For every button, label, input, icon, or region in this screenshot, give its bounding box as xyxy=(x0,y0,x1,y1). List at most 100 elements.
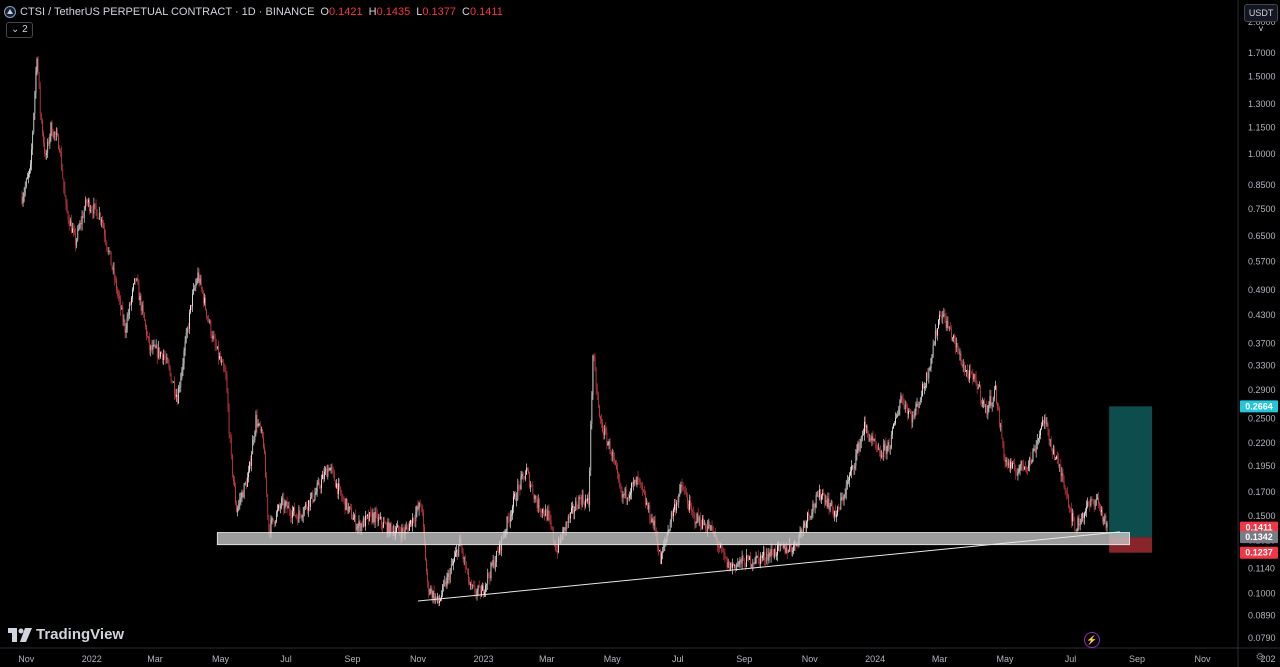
candle-body xyxy=(130,303,131,305)
position-layer xyxy=(1109,406,1153,553)
currency-select[interactable]: USDT ˅ xyxy=(1244,4,1278,34)
candle-body xyxy=(123,320,125,322)
candle-body xyxy=(433,591,435,601)
time-axis[interactable]: Nov 2022 Mar May Jul Sep Nov 2023 Mar May Jul Sep No… xyxy=(18,654,1275,664)
candle-body xyxy=(913,415,915,418)
ascending-trendline xyxy=(417,531,1120,602)
candle-body xyxy=(457,550,459,557)
candle-body xyxy=(1020,460,1022,466)
candle-body xyxy=(826,500,828,507)
candle-body xyxy=(222,361,224,363)
candle-body xyxy=(295,515,296,517)
candle-body xyxy=(1086,506,1087,512)
candle-body xyxy=(341,493,343,499)
candle-body xyxy=(467,569,468,570)
candle-body xyxy=(623,494,625,496)
low-value: 0.1377 xyxy=(422,6,457,18)
candle-body xyxy=(270,519,272,534)
candle-body xyxy=(614,458,615,461)
candle-body xyxy=(635,479,637,485)
candle-body xyxy=(347,506,349,512)
candle-body xyxy=(659,550,660,552)
price-tick-label: 0.1700 xyxy=(1248,487,1276,497)
candle-body xyxy=(1013,462,1014,464)
candle-body xyxy=(77,228,79,240)
candle-body xyxy=(997,403,998,409)
candle-body xyxy=(483,585,484,595)
candle-body xyxy=(163,354,164,361)
candle-body xyxy=(567,516,569,524)
candle-body xyxy=(949,327,951,329)
candle-body xyxy=(685,492,687,497)
candle-body xyxy=(534,495,536,499)
candle-body xyxy=(381,517,382,525)
candle-body xyxy=(169,367,171,374)
candle-body xyxy=(915,404,917,412)
candle-body xyxy=(741,556,743,564)
candle-body xyxy=(75,232,76,246)
candle-body xyxy=(515,493,517,501)
candle-body xyxy=(722,547,724,553)
candle-body xyxy=(390,523,392,528)
candle-body xyxy=(843,495,845,501)
candle-body xyxy=(723,552,725,554)
candle-body xyxy=(763,551,764,556)
candle-body xyxy=(32,132,34,150)
candle-body xyxy=(800,530,802,532)
lightning-icon[interactable]: ⚡ xyxy=(1084,632,1100,648)
candle-body xyxy=(836,514,837,517)
time-tick-label: Nov xyxy=(802,654,819,664)
candle-body xyxy=(417,506,419,510)
candle-body xyxy=(456,550,457,553)
candle-body xyxy=(616,464,617,469)
candle-body xyxy=(92,210,94,214)
candle-body xyxy=(1074,520,1076,530)
open-value: 0.1421 xyxy=(328,6,363,18)
candle-body xyxy=(526,468,527,475)
candle-body xyxy=(971,371,973,375)
candle-body xyxy=(1075,529,1077,532)
candle-body xyxy=(343,498,345,500)
candle-body xyxy=(180,378,182,387)
candle-body xyxy=(927,372,929,379)
candle-body xyxy=(64,187,66,197)
candle-body xyxy=(369,512,371,521)
candle-body xyxy=(40,113,42,121)
candle-body xyxy=(806,521,807,528)
candle-body xyxy=(122,307,124,321)
chevron-down-icon: ˅ xyxy=(1258,24,1264,34)
candle-body xyxy=(342,498,344,499)
candle-body xyxy=(1100,505,1101,512)
candle-body xyxy=(445,581,447,587)
candle-body xyxy=(989,396,991,406)
indicators-toggle-button[interactable]: ⌄ 2 xyxy=(6,22,33,38)
candle-body xyxy=(808,512,809,516)
candle-body xyxy=(696,513,698,523)
candle-body xyxy=(545,509,547,517)
candle-body xyxy=(143,312,145,321)
candle-body xyxy=(57,133,58,136)
tradingview-logo[interactable]: TradingView xyxy=(8,626,124,643)
candle-body xyxy=(98,213,100,219)
candle-body xyxy=(60,151,61,153)
tradingview-wordmark: TradingView xyxy=(36,626,125,643)
candle-body xyxy=(815,495,817,507)
candle-body xyxy=(441,595,442,599)
symbol-title[interactable]: CTSI / TetherUS PERPETUAL CONTRACT · 1D … xyxy=(20,6,315,18)
candle-body xyxy=(810,516,812,518)
candle-body xyxy=(1047,423,1049,430)
candle-body xyxy=(461,546,463,552)
candle-body xyxy=(36,58,38,72)
candle-body xyxy=(709,524,711,531)
candle-body xyxy=(719,547,720,549)
candle-body xyxy=(391,527,393,535)
candle-body xyxy=(841,497,843,499)
candle-body xyxy=(984,401,985,407)
candle-body xyxy=(852,465,853,467)
candle-body xyxy=(286,501,288,509)
gear-icon[interactable]: ⚙ xyxy=(1255,652,1265,663)
candle-body xyxy=(647,503,649,510)
candle-body xyxy=(1073,513,1075,521)
